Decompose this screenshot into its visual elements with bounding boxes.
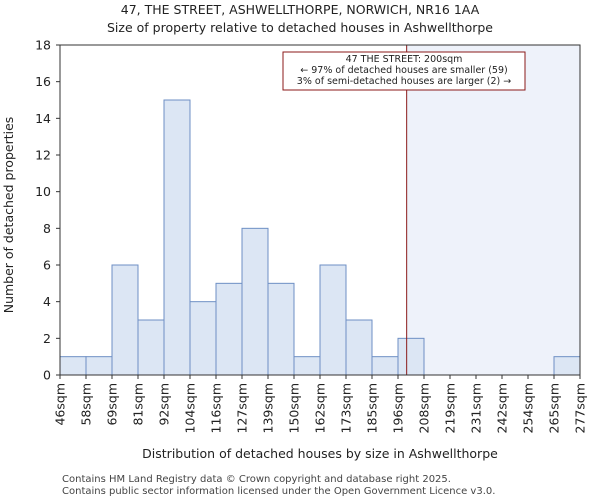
x-tick-label: 173sqm: [339, 383, 354, 433]
x-tick-label: 219sqm: [443, 383, 458, 433]
annotation-line-1: 47 THE STREET: 200sqm: [346, 54, 463, 65]
y-tick-label: 12: [35, 148, 51, 163]
x-tick-label: 277sqm: [573, 383, 588, 433]
x-tick-label: 46sqm: [53, 383, 68, 426]
x-tick-label: 81sqm: [131, 383, 146, 426]
x-tick-label: 116sqm: [209, 383, 224, 433]
x-tick-label: 162sqm: [313, 383, 328, 433]
y-tick-label: 14: [35, 111, 51, 126]
bar-139sqm: [267, 282, 295, 376]
x-tick-label: 104sqm: [183, 383, 198, 433]
x-tick-label: 254sqm: [521, 383, 536, 433]
x-tick-label: 150sqm: [287, 383, 302, 433]
x-tick-label: 265sqm: [547, 383, 562, 433]
bar-265sqm: [553, 356, 581, 376]
y-tick-label: 6: [43, 258, 51, 273]
x-tick-label: 139sqm: [261, 383, 276, 433]
bar-150sqm: [293, 356, 321, 376]
bar-173sqm: [345, 319, 373, 376]
y-tick-label: 16: [35, 74, 51, 89]
x-tick-label: 69sqm: [105, 383, 120, 426]
bar-127sqm: [241, 227, 269, 376]
annotation-frame: [282, 51, 526, 91]
bars-group: [59, 99, 581, 376]
y-tick-label: 2: [43, 331, 51, 346]
x-tick-label: 196sqm: [391, 383, 406, 433]
x-tick-label: 127sqm: [235, 383, 250, 433]
bar-46sqm: [59, 356, 87, 376]
annotation-line-3: 3% of semi-detached houses are larger (2…: [297, 76, 511, 87]
footer-line-1: Contains HM Land Registry data © Crown c…: [62, 474, 451, 485]
y-tick-label: 0: [43, 368, 51, 383]
x-tick-label: 208sqm: [417, 383, 432, 433]
bar-58sqm: [85, 356, 113, 376]
y-tick-label: 8: [43, 221, 51, 236]
bar-196sqm: [397, 337, 425, 376]
footer-line-2: Contains public sector information licen…: [62, 486, 495, 497]
bar-81sqm: [137, 319, 165, 376]
bar-185sqm: [371, 356, 399, 376]
x-axis-label: Distribution of detached houses by size …: [142, 446, 498, 461]
bar-69sqm: [111, 264, 139, 376]
bar-92sqm: [163, 99, 191, 376]
y-tick-label: 4: [43, 294, 51, 309]
annotation-box: 47 THE STREET: 200sqm ← 97% of detached …: [282, 51, 526, 91]
shaded-region: [406, 45, 580, 375]
x-tick-label: 231sqm: [469, 383, 484, 433]
annotation-line-2: ← 97% of detached houses are smaller (59…: [300, 65, 507, 76]
x-tick-label: 92sqm: [157, 383, 172, 426]
x-axis-ticks: 46sqm 58sqm 69sqm 81sqm 92sqm 104sqm 116sqm 127…: [53, 375, 588, 433]
x-tick-label: 185sqm: [365, 383, 380, 433]
x-tick-label: 58sqm: [79, 383, 94, 426]
y-tick-label: 10: [35, 184, 51, 199]
bar-116sqm: [215, 282, 243, 376]
chart-subtitle: Size of property relative to detached ho…: [107, 20, 493, 35]
y-tick-label: 18: [35, 38, 51, 53]
y-axis-label: Number of detached properties: [1, 117, 16, 314]
y-axis-ticks: 0 2 4 6 8 10 12 14 16 18: [35, 38, 60, 383]
x-tick-label: 242sqm: [495, 383, 510, 433]
bar-162sqm: [319, 264, 347, 376]
bar-104sqm: [189, 301, 217, 376]
chart-title: 47, THE STREET, ASHWELLTHORPE, NORWICH, …: [121, 2, 480, 17]
